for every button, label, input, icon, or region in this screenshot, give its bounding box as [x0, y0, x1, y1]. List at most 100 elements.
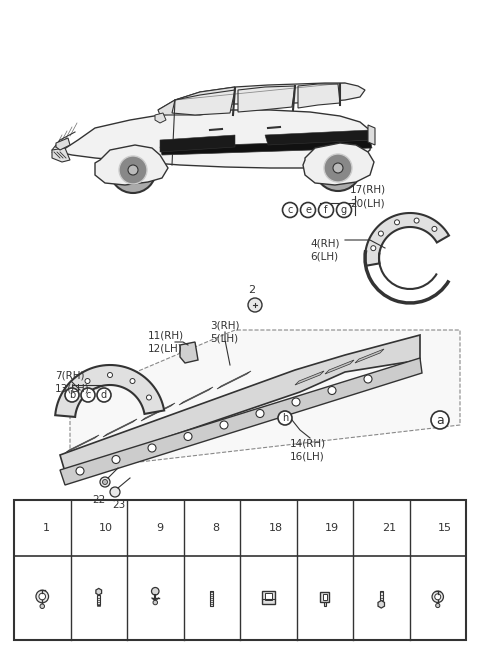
- Text: 23: 23: [112, 500, 125, 510]
- Text: 3(RH)
5(LH): 3(RH) 5(LH): [210, 320, 240, 343]
- Circle shape: [292, 398, 300, 406]
- Text: a: a: [436, 413, 444, 426]
- Circle shape: [378, 231, 384, 236]
- Circle shape: [328, 387, 336, 394]
- Text: d: d: [200, 523, 206, 533]
- Polygon shape: [158, 83, 365, 110]
- Circle shape: [278, 411, 292, 425]
- Circle shape: [324, 154, 352, 182]
- Circle shape: [315, 145, 361, 191]
- Circle shape: [253, 521, 266, 534]
- Polygon shape: [298, 84, 340, 108]
- Circle shape: [146, 395, 152, 400]
- Polygon shape: [320, 592, 328, 602]
- Text: 7(RH)
13(LH): 7(RH) 13(LH): [78, 378, 83, 381]
- Polygon shape: [160, 140, 372, 155]
- Circle shape: [395, 220, 399, 225]
- Circle shape: [130, 379, 135, 383]
- Text: 18: 18: [269, 523, 283, 533]
- Polygon shape: [303, 143, 374, 185]
- Polygon shape: [60, 335, 420, 472]
- Text: d: d: [101, 390, 107, 400]
- Text: e: e: [305, 205, 311, 215]
- Circle shape: [184, 432, 192, 441]
- Circle shape: [197, 521, 210, 534]
- Polygon shape: [355, 349, 384, 363]
- Text: e: e: [257, 523, 263, 533]
- Circle shape: [140, 521, 153, 534]
- Circle shape: [153, 600, 157, 605]
- Circle shape: [436, 604, 440, 608]
- Polygon shape: [55, 365, 164, 417]
- Circle shape: [69, 395, 73, 400]
- Polygon shape: [141, 403, 175, 421]
- Text: 21: 21: [382, 523, 396, 533]
- Text: c: c: [144, 523, 149, 533]
- Circle shape: [76, 467, 84, 475]
- Circle shape: [108, 373, 112, 377]
- Polygon shape: [323, 594, 327, 600]
- Polygon shape: [103, 419, 137, 437]
- Circle shape: [110, 147, 156, 193]
- Circle shape: [97, 388, 111, 402]
- Text: 2: 2: [249, 285, 255, 295]
- Circle shape: [110, 487, 120, 497]
- Text: 9: 9: [156, 523, 163, 533]
- Polygon shape: [70, 330, 460, 470]
- Polygon shape: [172, 90, 235, 115]
- Text: a: a: [31, 523, 37, 533]
- Text: f: f: [314, 523, 318, 533]
- Polygon shape: [324, 602, 326, 606]
- Circle shape: [248, 298, 262, 312]
- Polygon shape: [368, 125, 375, 145]
- Polygon shape: [95, 145, 168, 185]
- Polygon shape: [325, 360, 354, 374]
- Text: c: c: [288, 205, 293, 215]
- Polygon shape: [160, 135, 235, 152]
- Text: 11(RH)
12(LH): 11(RH) 12(LH): [148, 330, 184, 353]
- Polygon shape: [295, 371, 324, 385]
- Text: b: b: [69, 390, 75, 400]
- Polygon shape: [238, 86, 295, 112]
- Text: h: h: [426, 523, 432, 533]
- Circle shape: [336, 203, 351, 218]
- Text: 7(RH)
13(LH): 7(RH) 13(LH): [55, 370, 90, 393]
- Circle shape: [148, 444, 156, 452]
- Circle shape: [300, 203, 315, 218]
- Circle shape: [220, 421, 228, 429]
- Circle shape: [414, 218, 419, 223]
- Text: c: c: [85, 390, 91, 400]
- Circle shape: [371, 246, 376, 250]
- Polygon shape: [265, 593, 272, 600]
- Circle shape: [431, 411, 449, 429]
- Circle shape: [319, 203, 334, 218]
- Circle shape: [36, 590, 48, 603]
- Circle shape: [364, 375, 372, 383]
- Circle shape: [423, 521, 436, 534]
- Text: 17(RH)
20(LH): 17(RH) 20(LH): [350, 185, 386, 208]
- Polygon shape: [158, 87, 235, 115]
- Text: f: f: [324, 205, 328, 215]
- Circle shape: [333, 163, 343, 173]
- Polygon shape: [60, 358, 422, 485]
- Circle shape: [65, 388, 79, 402]
- Circle shape: [256, 409, 264, 417]
- Circle shape: [310, 521, 323, 534]
- Circle shape: [103, 479, 108, 485]
- Circle shape: [27, 521, 40, 534]
- Circle shape: [435, 594, 441, 600]
- Text: h: h: [282, 413, 288, 423]
- Circle shape: [84, 521, 97, 534]
- Polygon shape: [217, 371, 251, 389]
- Circle shape: [85, 379, 90, 383]
- Polygon shape: [155, 113, 166, 123]
- Text: 22: 22: [92, 495, 105, 505]
- Polygon shape: [378, 600, 384, 608]
- Circle shape: [432, 591, 444, 602]
- Circle shape: [128, 165, 138, 175]
- Polygon shape: [210, 591, 213, 606]
- Polygon shape: [65, 435, 99, 453]
- Polygon shape: [380, 591, 383, 601]
- Circle shape: [152, 587, 159, 595]
- Circle shape: [283, 203, 298, 218]
